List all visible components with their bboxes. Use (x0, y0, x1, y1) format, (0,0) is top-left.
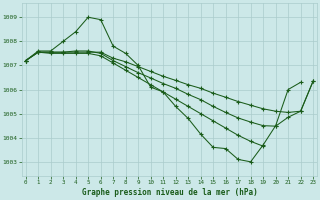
X-axis label: Graphe pression niveau de la mer (hPa): Graphe pression niveau de la mer (hPa) (82, 188, 257, 197)
